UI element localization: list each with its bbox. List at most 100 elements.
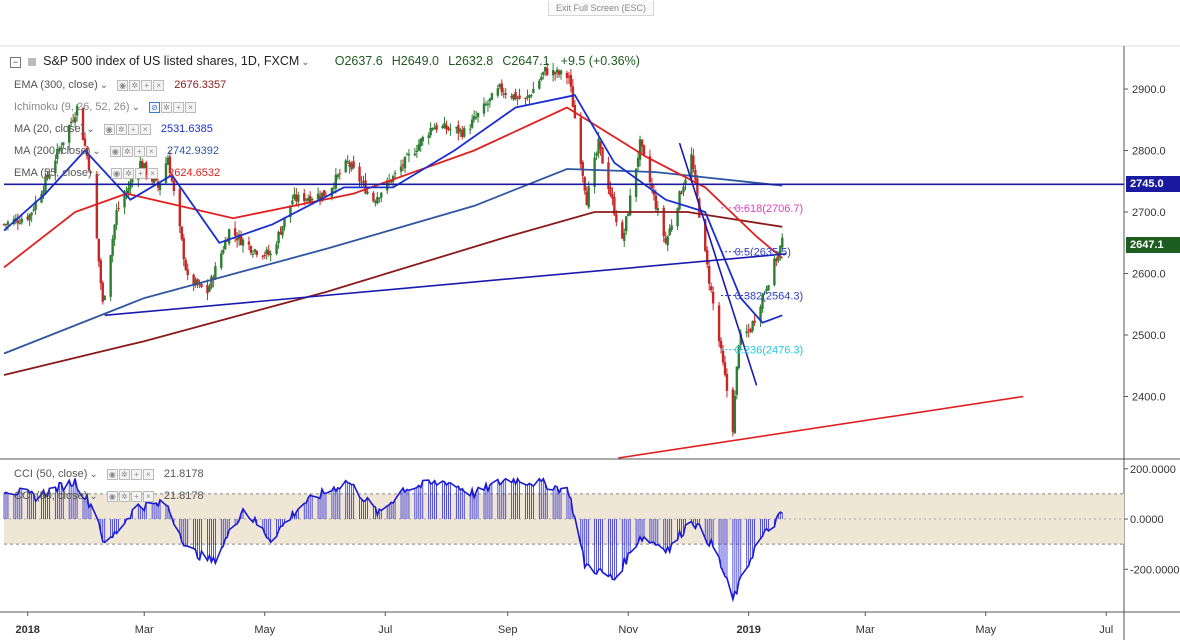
candle-body (184, 259, 187, 270)
candle-body (496, 88, 500, 96)
candle-body (725, 374, 729, 391)
candle-body (81, 107, 85, 141)
candle-body (530, 95, 533, 97)
chevron-down-icon[interactable]: ⌄ (92, 146, 101, 157)
candle-body (145, 162, 148, 175)
candle-body (441, 126, 444, 128)
candle-body (470, 119, 474, 128)
candle-body (711, 291, 715, 304)
gear-icon: ✲ (118, 490, 130, 502)
candle-body (538, 80, 541, 89)
candle-body (486, 103, 490, 105)
candle-body (528, 94, 531, 98)
indicator-ema300[interactable]: EMA (300, close) ⌄ ◉ ✲ + × 2676.3357 (14, 77, 226, 93)
candle-body (417, 144, 421, 151)
candle-body (95, 173, 99, 239)
indicator-ema55[interactable]: EMA (55, close) ⌄ ◉ ✲ + × 2624.6532 (14, 165, 220, 181)
candle-body (747, 329, 750, 331)
candle-body (131, 179, 134, 182)
candle-body (623, 232, 626, 241)
candle-body (291, 200, 294, 205)
candle-body (640, 139, 644, 147)
gear-icon: ✲ (129, 79, 141, 91)
candle-body (765, 288, 768, 291)
candle-body (141, 160, 144, 169)
gear-icon: ✲ (123, 167, 135, 179)
candle-body (87, 156, 91, 171)
trendline-3 (618, 395, 1024, 459)
indicator-buttons[interactable]: ◉ ✲ + × (106, 488, 155, 504)
candle-body (214, 266, 217, 280)
candle-body (474, 117, 478, 119)
candle-body (694, 169, 697, 180)
candle-body (707, 265, 711, 284)
exit-fullscreen-button[interactable]: Exit Full Screen (ESC) (548, 1, 654, 16)
candle-body (378, 197, 381, 199)
indicator-label: MA (20, close) (14, 123, 85, 135)
candle-body (308, 195, 312, 202)
candle-body (372, 192, 375, 202)
cci-legend-1[interactable]: CCI (50, close) ⌄ ◉ ✲ + × 21.8178 (14, 466, 204, 482)
candle-body (89, 171, 93, 173)
indicator-buttons[interactable]: ⊘ ✲ + × (149, 99, 197, 115)
candle-body (67, 124, 71, 143)
candle-body (117, 207, 120, 209)
indicator-buttons[interactable]: ◉ ✲ + × (111, 165, 159, 181)
trendline-2 (678, 142, 758, 386)
chevron-down-icon[interactable]: ⌄ (89, 491, 98, 502)
indicator-ma200[interactable]: MA (200, close) ⌄ ◉ ✲ + × 2742.9392 (14, 143, 219, 159)
indicator-value: 21.8178 (163, 468, 204, 480)
candle-body (251, 253, 255, 255)
candle-body (435, 125, 438, 130)
indicator-buttons[interactable]: ◉ ✲ + × (117, 77, 165, 93)
candle-body (540, 77, 543, 80)
candle-body (777, 252, 780, 261)
candle-body (293, 194, 296, 200)
indicator-buttons[interactable]: ◉ ✲ + × (103, 121, 152, 137)
ohlc-high: H2649.0 (391, 54, 440, 68)
candle-body (664, 238, 667, 243)
candle-body (781, 237, 784, 248)
candle-body (249, 246, 253, 253)
symbol-title[interactable]: S&P 500 index of US listed shares, 1D, F… (43, 54, 300, 68)
ohlc-low: L2632.8 (448, 54, 494, 68)
candle-body (99, 260, 102, 284)
candle-body (139, 161, 142, 174)
candle-body (123, 195, 126, 208)
candle-body (220, 253, 223, 268)
eye-icon: ◉ (109, 145, 121, 157)
chevron-down-icon[interactable]: ⌄ (301, 57, 310, 68)
candle-body (779, 245, 782, 255)
indicator-ichimoku[interactable]: Ichimoku (9, 26, 52, 26) ⌄ ⊘ ✲ + × (14, 99, 197, 115)
candle-body (316, 193, 320, 200)
candle-body (468, 128, 472, 130)
candle-body (611, 194, 614, 199)
chevron-down-icon[interactable]: ⌄ (93, 168, 103, 179)
candle-body (386, 180, 389, 191)
collapse-icon[interactable]: − (10, 56, 21, 68)
candle-body (344, 160, 347, 173)
candle-body (427, 135, 430, 138)
candle-body (662, 207, 665, 237)
chevron-down-icon[interactable]: ⌄ (89, 469, 98, 480)
candle-body (283, 217, 286, 227)
candle-body (601, 147, 604, 164)
eye-icon: ◉ (106, 490, 118, 502)
candle-body (733, 395, 737, 434)
candle-body (233, 228, 237, 236)
indicator-buttons[interactable]: ◉ ✲ + × (106, 466, 155, 482)
candle-body (164, 163, 168, 183)
chevron-down-icon[interactable]: ⌄ (131, 102, 140, 113)
cci-legend-2[interactable]: CCI (50, close) ⌄ ◉ ✲ + × 21.8178 (14, 488, 204, 504)
chevron-down-icon[interactable]: ⌄ (99, 80, 109, 91)
indicator-value: 2624.6532 (168, 167, 221, 179)
candles (2, 62, 784, 437)
indicator-value: 2531.6385 (160, 123, 213, 135)
candle-body (413, 153, 417, 156)
indicator-buttons[interactable]: ◉ ✲ + × (109, 143, 158, 159)
fib-236-label: 0.236(2476.3) (735, 345, 804, 357)
indicator-ma20[interactable]: MA (20, close) ⌄ ◉ ✲ + × 2531.6385 (14, 121, 213, 137)
candle-body (449, 129, 452, 131)
chevron-down-icon[interactable]: ⌄ (86, 124, 95, 135)
